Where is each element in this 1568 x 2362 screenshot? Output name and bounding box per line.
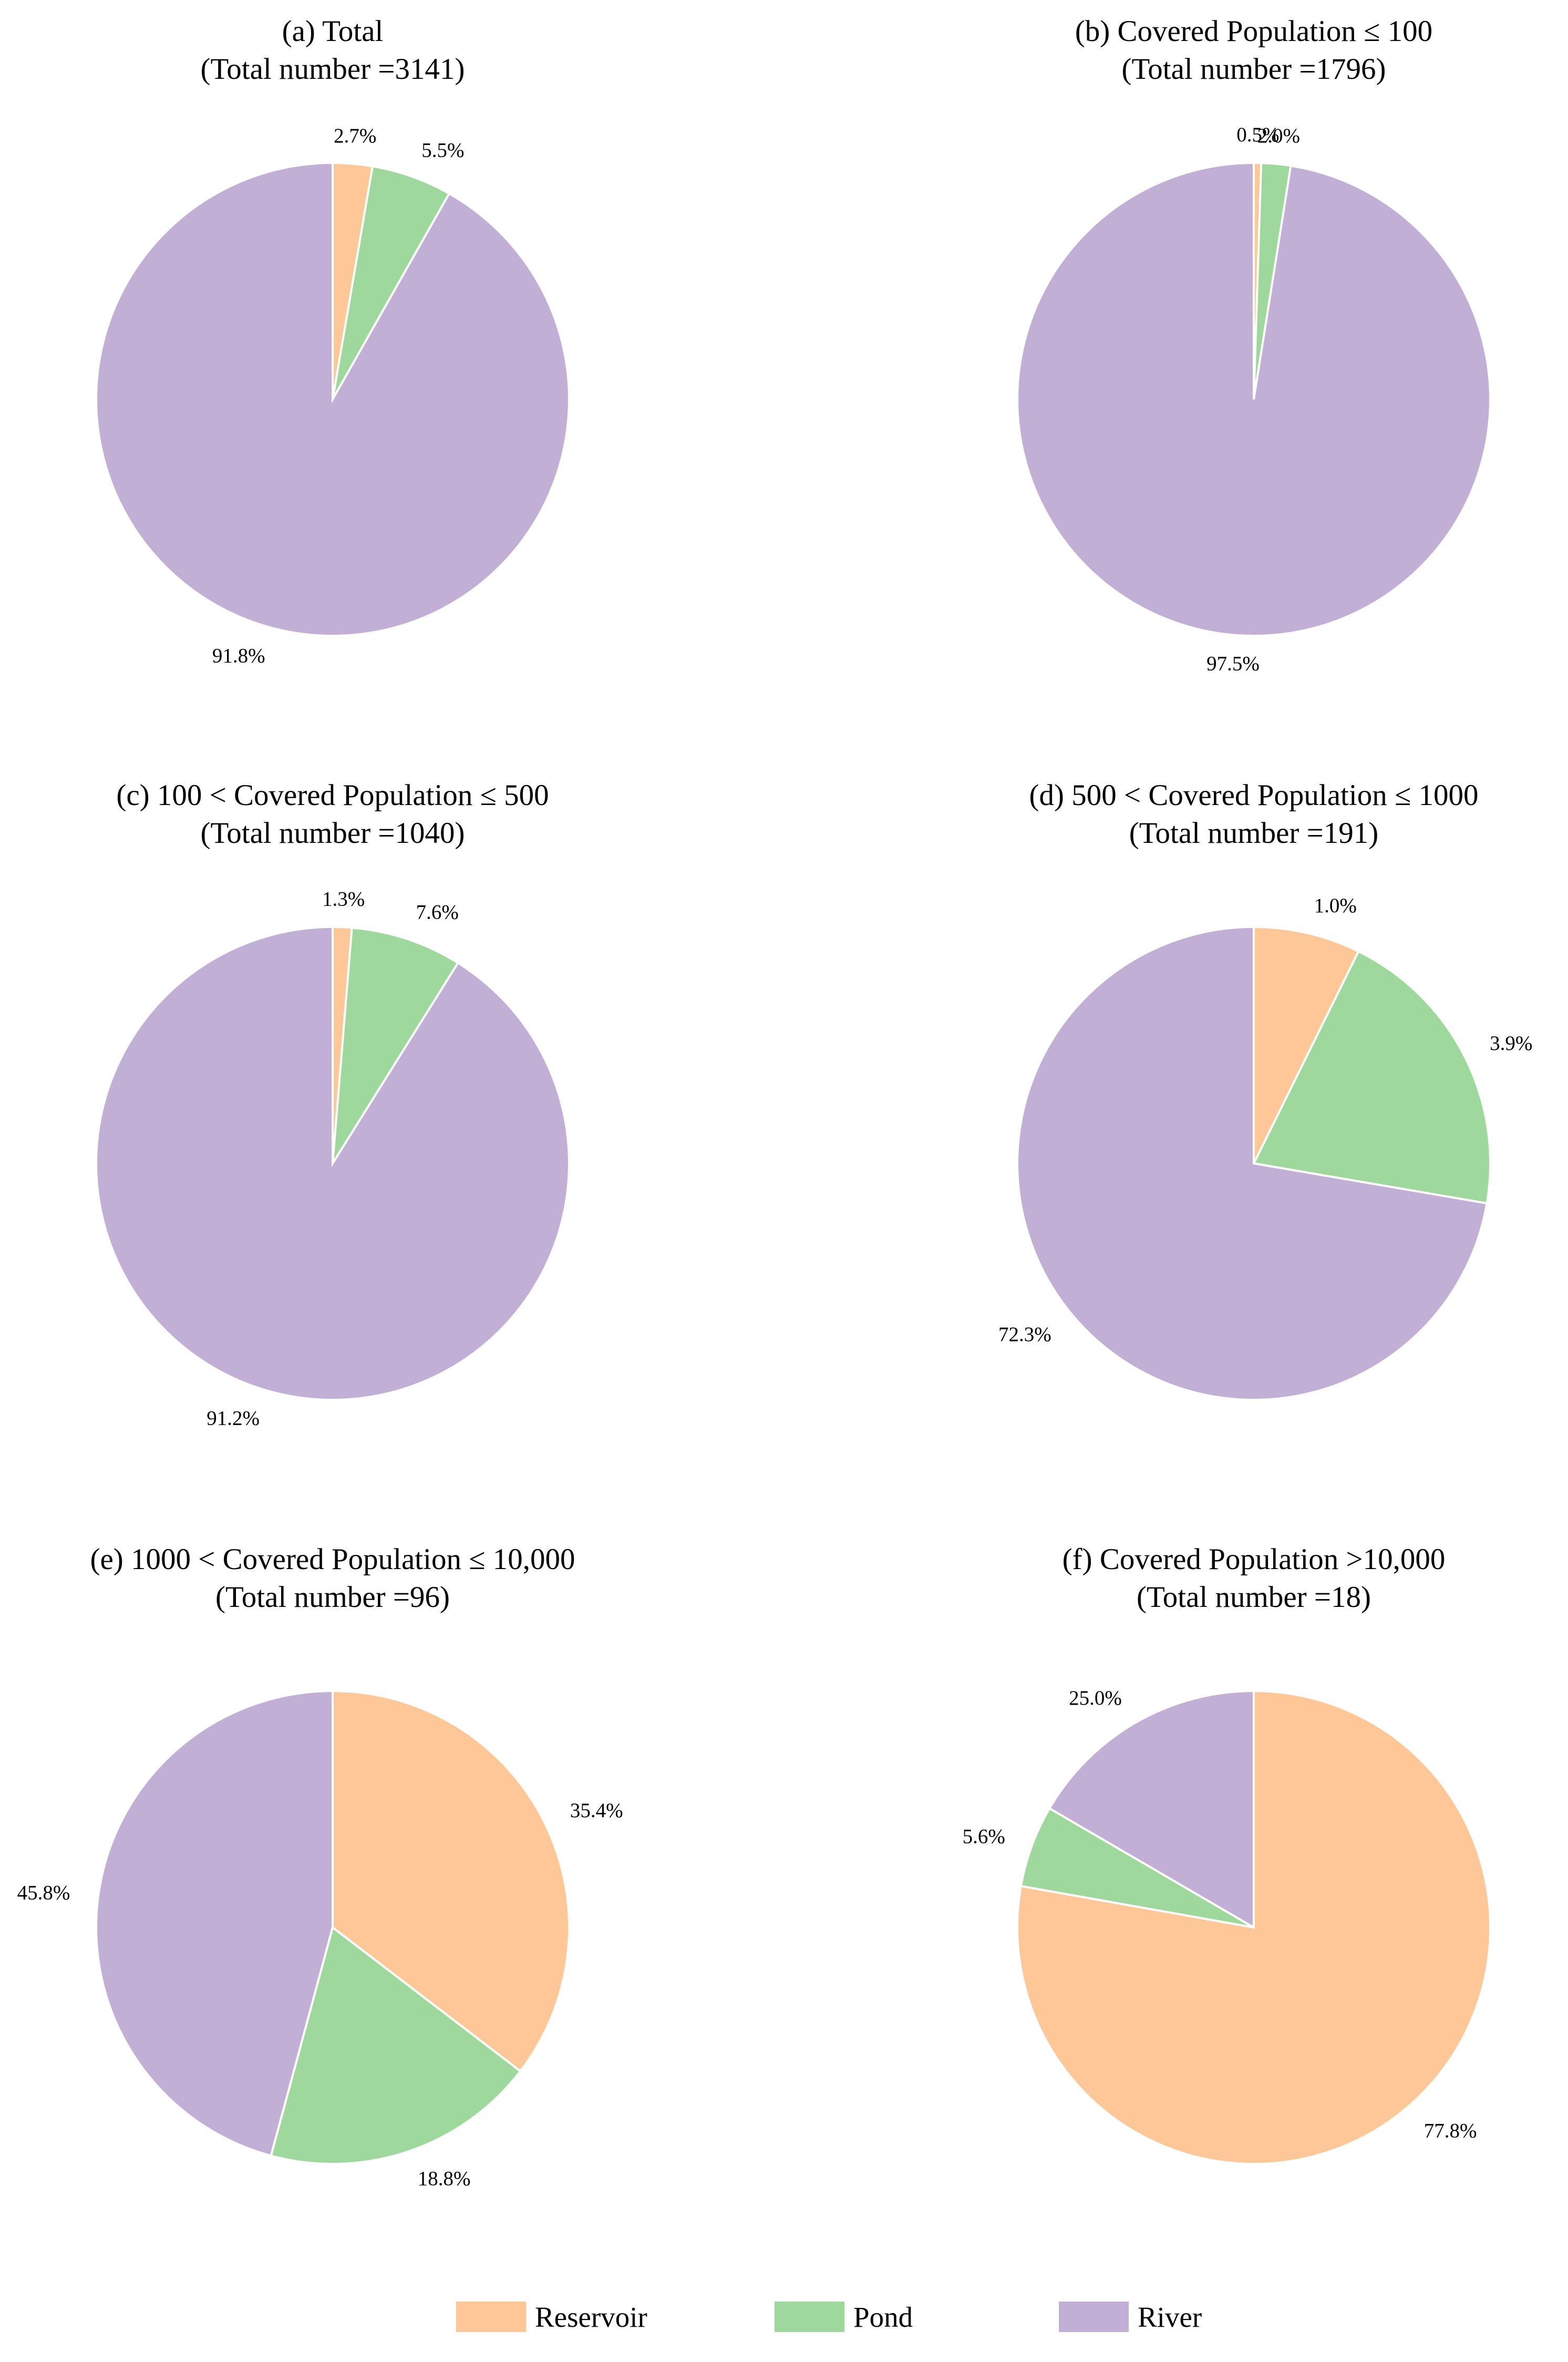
pie-slice-pond (270, 1925, 522, 2165)
slice-label-river: 91.2% (207, 1407, 260, 1430)
legend-swatch-pond (775, 2302, 844, 2332)
pie-chart-e: (e) 1000 < Covered Population ≤ 10,000 (T… (17, 1543, 623, 2190)
chart-title: (e) 1000 < Covered Population ≤ 10,000 (90, 1543, 575, 1576)
chart-title: (f) Covered Population >10,000 (1062, 1543, 1446, 1576)
pie-slice-reservoir (332, 1689, 570, 2073)
chart-subtitle: (Total number =96) (215, 1581, 450, 1614)
slice-label-reservoir: 2.7% (334, 125, 376, 147)
pie-slice-river (95, 161, 570, 637)
pie-chart-a: (a) Total (Total number =3141) 2.7% 5.5% 91.… (95, 15, 570, 667)
legend: Reservoir Pond River (456, 2301, 1202, 2333)
slice-label-pond: 5.5% (421, 139, 464, 161)
pie-slice-pond (332, 165, 451, 400)
slice-label-river: 25.0% (1069, 1687, 1122, 1709)
pie-slice-river (95, 925, 570, 1401)
chart-subtitle: (Total number =18) (1137, 1581, 1371, 1614)
pie-slice-river (1016, 161, 1492, 637)
chart-title: (a) Total (282, 15, 384, 48)
chart-title: (c) 100 < Covered Population ≤ 500 (116, 779, 549, 812)
slice-label-pond: 18.8% (418, 2167, 471, 2190)
legend-label-pond: Pond (853, 2301, 913, 2333)
slice-label-reservoir: 77.8% (1424, 2119, 1477, 2142)
slice-label-river: 97.5% (1206, 652, 1260, 675)
chart-subtitle: (Total number =3141) (200, 53, 465, 86)
pie-chart-f: (f) Covered Population >10,000 (Total num… (963, 1543, 1491, 2165)
slice-label-river: 72.3% (998, 1323, 1051, 1346)
slice-label-pond: 7.6% (416, 901, 459, 924)
slice-label-reservoir: 0.5% (1236, 123, 1279, 146)
slice-label-river: 91.8% (212, 644, 265, 667)
pie-slice-pond (1019, 1807, 1255, 1928)
slice-label-pond: 5.6% (963, 1825, 1005, 1848)
chart-subtitle: (Total number =191) (1129, 817, 1379, 850)
legend-swatch-reservoir (456, 2302, 526, 2332)
pie-slice-river (1048, 1689, 1255, 1930)
slice-label-reservoir: 1.3% (322, 888, 365, 910)
chart-title: (b) Covered Population ≤ 100 (1075, 15, 1432, 48)
pie-chart-c: (c) 100 < Covered Population ≤ 500 (Total… (95, 779, 570, 1430)
pie-chart-b: (b) Covered Population ≤ 100 (Total numbe… (1016, 15, 1492, 675)
legend-label-river: River (1138, 2301, 1202, 2333)
chart-subtitle: (Total number =1796) (1121, 53, 1386, 86)
pie-slice-pond (332, 926, 460, 1164)
pie-slice-reservoir (1253, 925, 1360, 1164)
slice-label-river: 45.8% (17, 1882, 70, 1904)
chart-subtitle: (Total number =1040) (200, 817, 465, 850)
legend-label-reservoir: Reservoir (535, 2301, 647, 2333)
pie-slice-pond (1252, 950, 1491, 1205)
slice-label-reservoir: 35.4% (570, 1799, 623, 1822)
pie-slice-river (95, 1689, 334, 2157)
legend-swatch-river (1059, 2302, 1129, 2332)
slice-label-pond: 3.9% (1490, 1032, 1532, 1055)
pie-slice-river (1016, 925, 1488, 1401)
chart-title: (d) 500 < Covered Population ≤ 1000 (1029, 779, 1479, 812)
slice-label-reservoir: 1.0% (1314, 894, 1357, 917)
slice-label-pond: 2.0% (1257, 125, 1300, 147)
pie-chart-d: (d) 500 < Covered Population ≤ 1000 (Tota… (998, 779, 1532, 1401)
